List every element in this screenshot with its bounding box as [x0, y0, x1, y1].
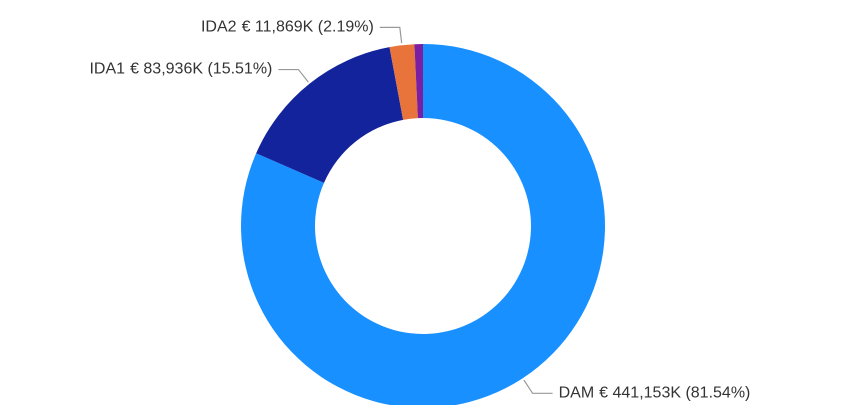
- donut-slice: [256, 47, 404, 183]
- donut-slice: [414, 44, 423, 119]
- slice-label-value: € 441,153K (81.54%): [599, 385, 750, 402]
- leader-line: [278, 68, 309, 83]
- donut-slice: [389, 44, 418, 120]
- slice-label-name: DAM: [559, 385, 595, 402]
- slice-label: IDA2 € 11,869K (2.19%): [201, 19, 374, 36]
- leader-line: [379, 26, 403, 44]
- slice-label: DAM € 441,153K (81.54%): [559, 385, 751, 402]
- slice-label: IDA1 € 83,936K (15.51%): [89, 61, 272, 78]
- leader-line: [523, 379, 553, 394]
- slice-label-value: € 83,936K (15.51%): [130, 61, 272, 78]
- slice-label-value: € 11,869K (2.19%): [242, 19, 374, 36]
- slice-label-name: IDA1: [89, 61, 125, 78]
- slice-label-name: IDA2: [201, 19, 237, 36]
- donut-slice: [241, 44, 605, 405]
